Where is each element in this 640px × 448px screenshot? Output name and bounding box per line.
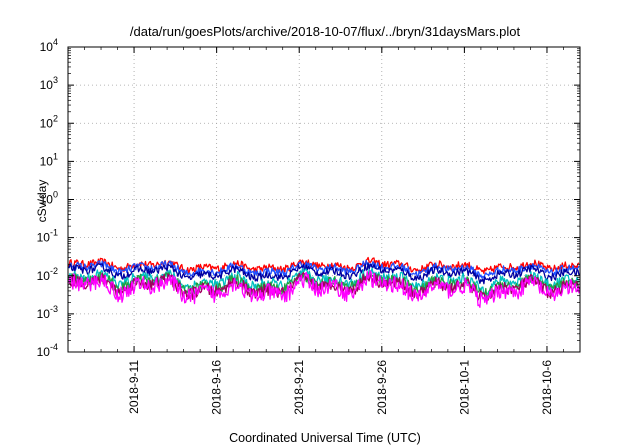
- x-tick-label: 2018-9-26: [375, 360, 389, 415]
- x-tick-label: 2018-9-16: [210, 360, 224, 415]
- x-tick-label: 2018-10-1: [457, 360, 471, 415]
- series-group: [68, 256, 580, 308]
- y-tick-label: 10-3: [37, 304, 58, 321]
- series-line: [68, 267, 580, 295]
- series-line: [68, 256, 580, 275]
- y-tick-label: 100: [40, 190, 58, 207]
- series-line: [68, 262, 580, 285]
- x-tick-label: 2018-10-6: [540, 360, 554, 415]
- series-line: [68, 271, 580, 299]
- series-line: [68, 270, 580, 308]
- y-tick-label: 10-4: [37, 342, 58, 359]
- y-tick-label: 104: [40, 37, 58, 54]
- x-axis-label: Coordinated Universal Time (UTC): [229, 431, 421, 445]
- y-tick-label: 103: [40, 75, 58, 92]
- chart-title: /data/run/goesPlots/archive/2018-10-07/f…: [130, 24, 521, 39]
- y-tick-label: 10-1: [37, 228, 58, 245]
- y-tick-label: 10-2: [37, 266, 58, 283]
- y-tick-label: 101: [40, 151, 58, 168]
- y-axis-label: cSv/day: [35, 180, 49, 223]
- series-line: [68, 272, 580, 301]
- y-tick-label: 102: [40, 113, 58, 130]
- x-tick-label: 2018-9-11: [127, 360, 141, 414]
- grid: [68, 47, 580, 352]
- axis-ticks: 10-4 10-3 10-2 10-1 100 101 102 103 104 2018-9-11…: [37, 37, 581, 415]
- x-tick-label: 2018-9-21: [292, 360, 306, 415]
